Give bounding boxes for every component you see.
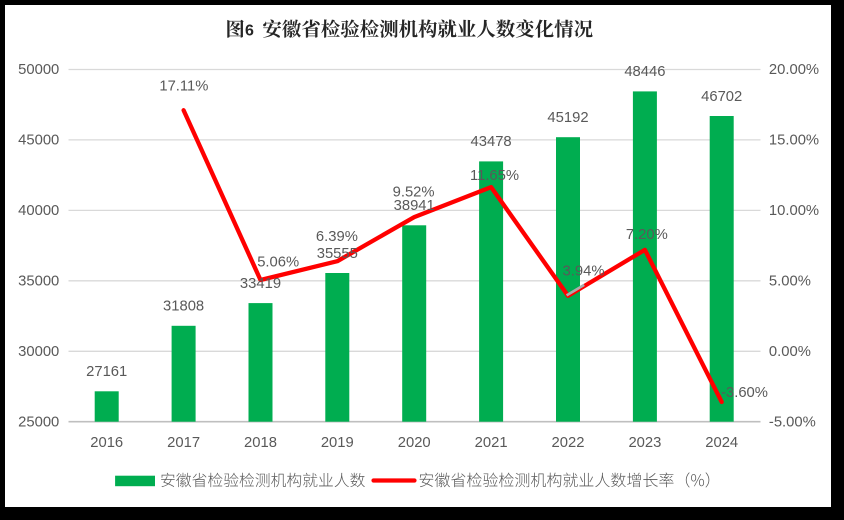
svg-text:-3.60%: -3.60%	[721, 385, 768, 401]
svg-text:48446: 48446	[624, 64, 665, 80]
svg-text:38941: 38941	[394, 198, 435, 214]
svg-text:33419: 33419	[240, 276, 281, 292]
svg-text:7.20%: 7.20%	[626, 227, 668, 243]
svg-text:-5.00%: -5.00%	[769, 414, 816, 430]
svg-text:3.94%: 3.94%	[563, 263, 605, 279]
svg-text:46702: 46702	[701, 89, 742, 105]
svg-text:5.00%: 5.00%	[769, 274, 811, 290]
svg-text:2023: 2023	[628, 435, 661, 451]
svg-text:11.65%: 11.65%	[470, 168, 519, 184]
svg-text:2021: 2021	[475, 435, 508, 451]
svg-text:27161: 27161	[86, 364, 127, 380]
svg-text:35555: 35555	[317, 246, 358, 262]
svg-text:30000: 30000	[18, 344, 59, 360]
svg-text:2017: 2017	[167, 435, 200, 451]
svg-text:45192: 45192	[547, 110, 588, 126]
svg-text:20.00%: 20.00%	[769, 62, 819, 78]
svg-text:6.39%: 6.39%	[316, 229, 358, 245]
svg-text:50000: 50000	[18, 62, 59, 78]
svg-text:2024: 2024	[705, 435, 738, 451]
svg-text:2019: 2019	[321, 435, 354, 451]
svg-text:40000: 40000	[18, 203, 59, 219]
svg-text:2016: 2016	[90, 435, 123, 451]
svg-text:43478: 43478	[471, 134, 512, 150]
svg-text:35000: 35000	[18, 274, 59, 290]
svg-text:15.00%: 15.00%	[769, 133, 819, 149]
svg-text:25000: 25000	[18, 414, 59, 430]
svg-text:6: 6	[245, 22, 254, 39]
svg-text:17.11%: 17.11%	[159, 78, 208, 94]
svg-text:2020: 2020	[398, 435, 431, 451]
svg-text:2018: 2018	[244, 435, 277, 451]
svg-text:5.06%: 5.06%	[257, 255, 299, 271]
svg-text:2022: 2022	[552, 435, 585, 451]
svg-text:45000: 45000	[18, 133, 59, 149]
svg-text:10.00%: 10.00%	[769, 203, 819, 219]
svg-text:0.00%: 0.00%	[769, 344, 811, 360]
svg-text:9.52%: 9.52%	[393, 185, 435, 201]
svg-text:31808: 31808	[163, 299, 204, 315]
